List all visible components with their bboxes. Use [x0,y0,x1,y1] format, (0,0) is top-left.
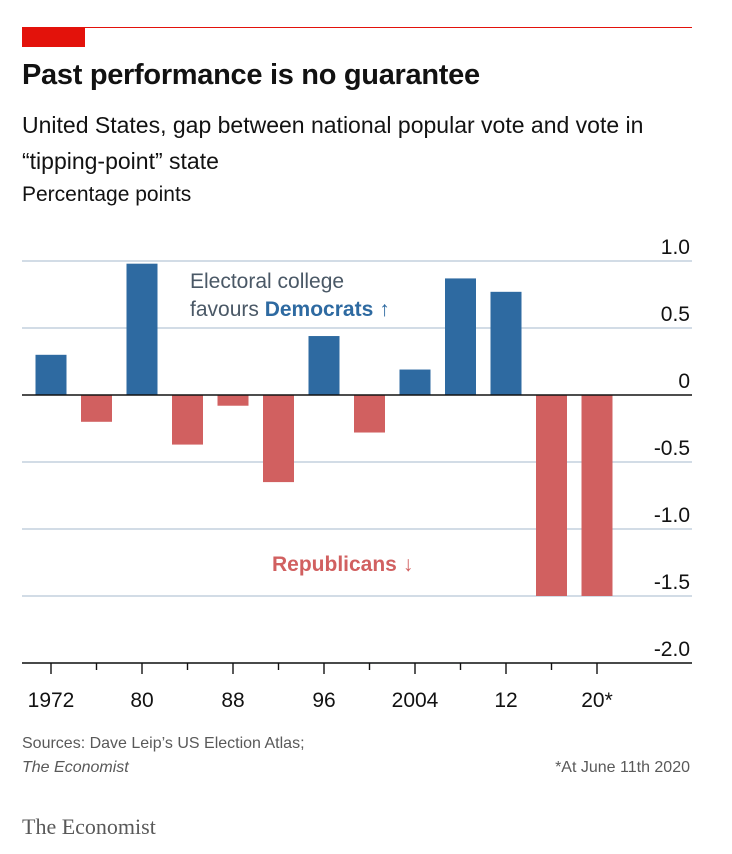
y-tick-label: -1.5 [654,571,690,594]
bar-1992 [263,395,294,482]
bar-chart: 1.0 0.5 0 -0.5 -1.0 -1.5 -2.0 1972 80 88 96 2004 12… [0,222,732,727]
x-tick-label: 1972 [28,689,75,712]
x-tick-label: 80 [130,689,153,712]
bar-2012 [491,292,522,395]
bar-1988 [218,395,249,406]
bar-1980 [127,264,158,395]
bar-2000 [354,395,385,433]
annotation-republicans-text: Republicans [272,553,397,576]
chart-subtitle: United States, gap between national popu… [22,107,682,179]
x-tick-label: 96 [312,689,335,712]
annotation-dem-prefix: favours [190,298,265,321]
sources-line: Sources: Dave Leip’s US Election Atlas; [22,735,305,753]
annotation-dem-line1: Electoral college [190,270,344,293]
bar-1972 [36,355,67,395]
bar-1996 [309,336,340,395]
y-tick-label: -1.0 [654,504,690,527]
y-tick-label: 1.0 [661,236,690,259]
annotation-democrats: Democrats [265,298,374,321]
y-tick-label: 0.5 [661,303,690,326]
annotation-dem-line2: favours Democrats ↑ [190,298,390,321]
y-tick-label: -0.5 [654,437,690,460]
bar-2008 [445,278,476,395]
bar-2004 [400,370,431,395]
bar-1976 [81,395,112,422]
footnote: *At June 11th 2020 [555,759,690,777]
brand-logo: The Economist [22,814,156,840]
annotation-republicans: Republicans ↓ [272,553,413,576]
header-tag [22,27,85,47]
y-tick-labels: 1.0 0.5 0 -0.5 -1.0 -1.5 -2.0 [654,236,690,661]
x-tick-label: 88 [221,689,244,712]
y-tick-label: -2.0 [654,638,690,661]
y-tick-label: 0 [678,370,690,393]
x-tick-label: 12 [494,689,517,712]
header-rule [22,27,692,28]
annotation-down-arrow: ↓ [403,553,414,576]
chart-title: Past performance is no guarantee [22,59,480,92]
x-tick-label: 2004 [392,689,439,712]
annotation-up-arrow: ↑ [379,298,390,321]
bar-2016 [536,395,567,596]
unit-label: Percentage points [22,183,191,207]
x-tick-labels: 1972 80 88 96 2004 12 20* [28,663,613,712]
bar-1984 [172,395,203,445]
bar-2020* [582,395,613,596]
sources-publisher: The Economist [22,759,129,777]
x-tick-label: 20* [581,689,613,712]
annotation-dem-line1-text: Electoral college [190,270,344,293]
